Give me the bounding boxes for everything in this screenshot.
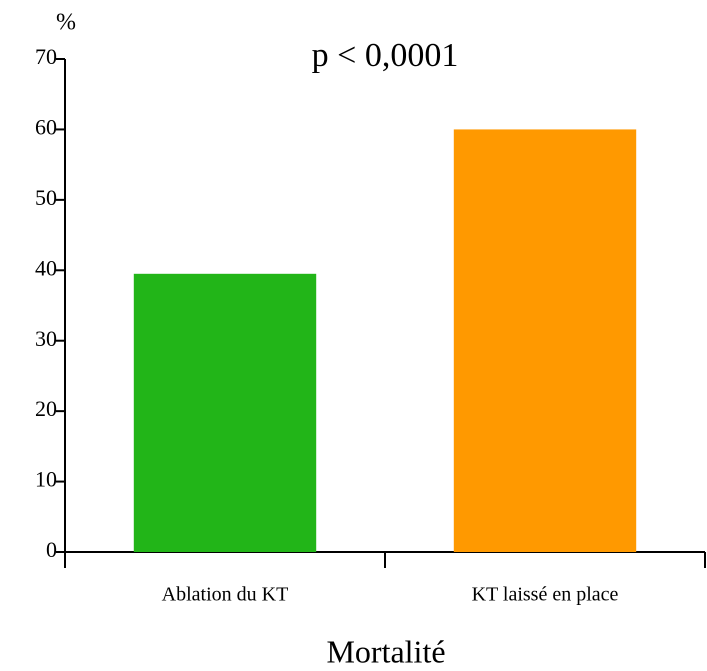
bar xyxy=(453,129,637,552)
y-tick-label: 30 xyxy=(35,326,57,351)
y-tick-label: 60 xyxy=(35,114,57,139)
y-tick-label: 40 xyxy=(35,255,57,280)
y-tick-label: 0 xyxy=(46,537,57,562)
y-tick-label: 10 xyxy=(35,467,57,492)
y-tick-label: 70 xyxy=(35,44,57,69)
x-tick-label: Ablation du KT xyxy=(162,584,289,606)
annotation: p < 0,0001 xyxy=(312,37,459,74)
bar xyxy=(133,273,317,552)
x-axis-label: Mortalité xyxy=(326,633,445,669)
x-tick-label: KT laissé en place xyxy=(472,584,619,606)
y-tick-label: 50 xyxy=(35,185,57,210)
y-axis-label: % xyxy=(56,10,76,36)
y-tick-label: 20 xyxy=(35,396,57,421)
